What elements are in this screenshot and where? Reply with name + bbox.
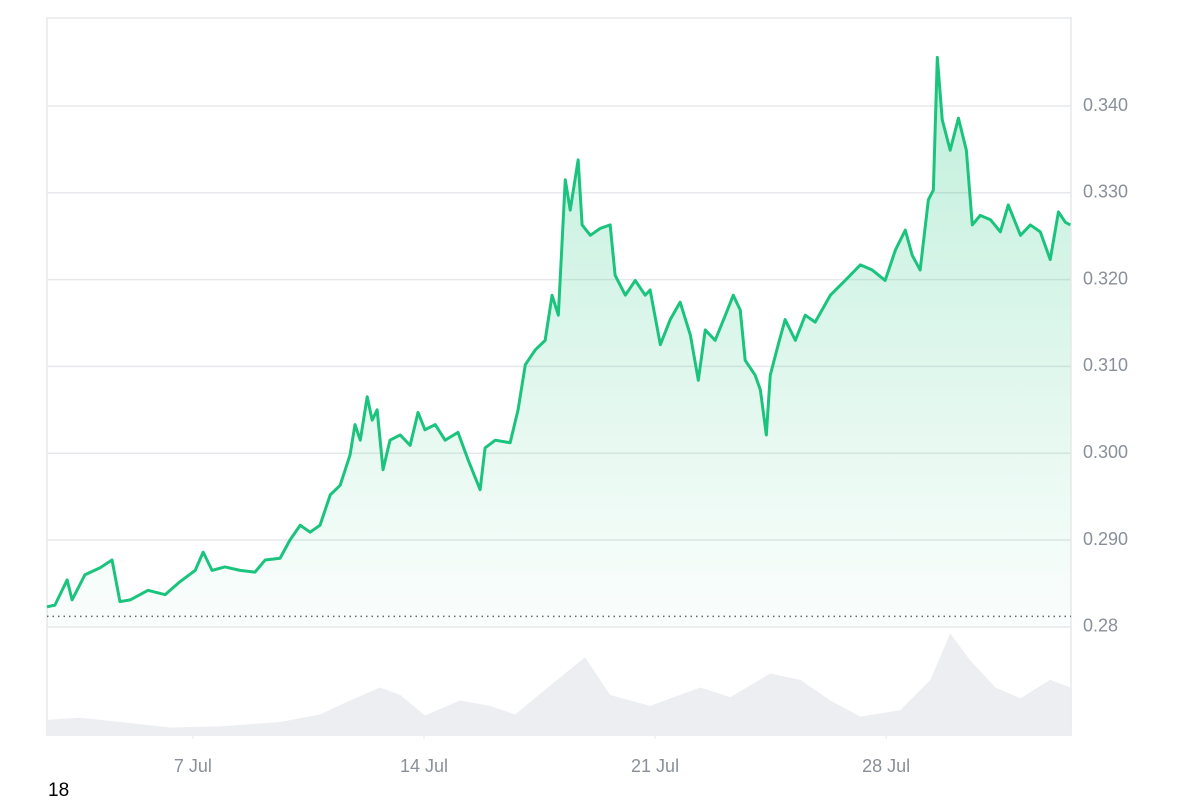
y-tick-label: 0.320: [1083, 268, 1128, 288]
corner-label: 18: [48, 780, 69, 800]
y-tick-label: 0.28: [1083, 616, 1118, 636]
x-tick-label: 28 Jul: [862, 756, 910, 776]
price-panel: [46, 55, 1072, 627]
price-area: [47, 57, 1071, 627]
y-tick-label: 0.300: [1083, 442, 1128, 462]
volume-area: [47, 633, 1071, 735]
x-tick-label: 14 Jul: [400, 756, 448, 776]
y-tick-label: 0.340: [1083, 95, 1128, 115]
y-tick-label: 0.310: [1083, 355, 1128, 375]
price-line: [46, 55, 1072, 609]
volume-panel: [47, 633, 1071, 735]
x-tick-label: 7 Jul: [174, 756, 212, 776]
axis-labels: 0.28 0.290 0.300 0.310 0.320 0.330 0.340 7 Jul 1…: [174, 95, 1128, 776]
y-tick-label: 0.330: [1083, 182, 1128, 202]
x-tick-label: 21 Jul: [631, 756, 679, 776]
y-tick-label: 0.290: [1083, 529, 1128, 549]
